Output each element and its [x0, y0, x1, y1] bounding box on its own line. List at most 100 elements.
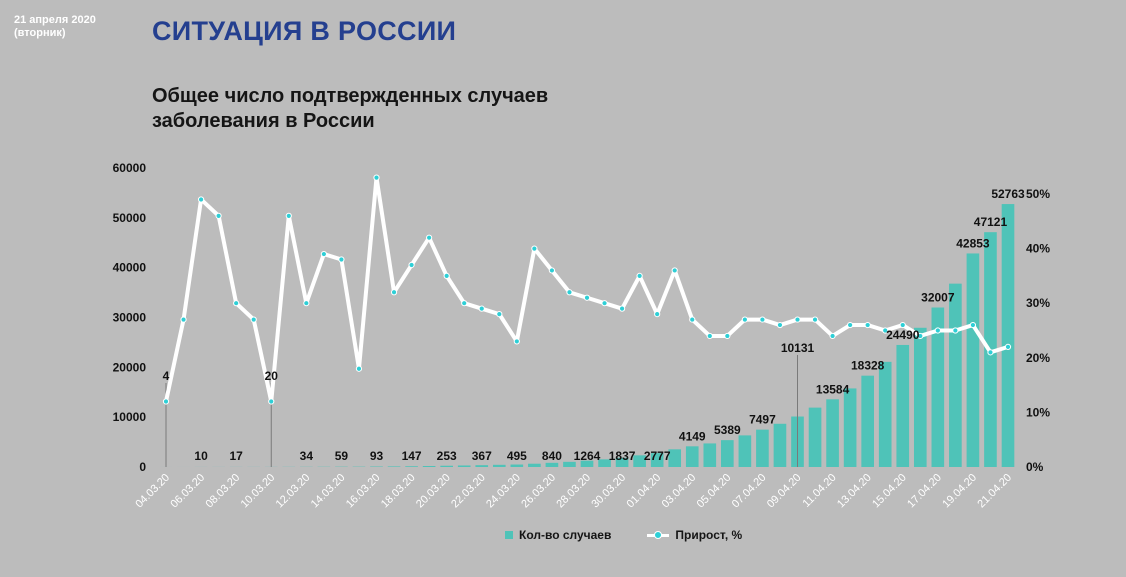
y-right-tick: 50% — [1026, 187, 1050, 201]
y-left-tick: 0 — [139, 460, 146, 474]
x-tick-label: 22.03.20 — [449, 472, 488, 511]
bar-16.04.20 — [913, 327, 927, 467]
data-label: 42853 — [956, 236, 990, 250]
bar-15.04.20 — [896, 344, 910, 467]
data-label: 10131 — [781, 341, 815, 355]
growth-point-01.04.20 — [654, 311, 661, 318]
x-tick-label: 28.03.20 — [554, 472, 593, 511]
x-tick-label: 08.03.20 — [204, 472, 243, 511]
x-tick-label: 21.04.20 — [975, 472, 1014, 511]
growth-point-10.03.20 — [268, 398, 275, 405]
growth-point-22.03.20 — [478, 305, 485, 312]
data-label: 495 — [507, 449, 527, 463]
x-tick-label: 01.04.20 — [625, 472, 664, 511]
data-label: 24490 — [886, 328, 920, 342]
growth-point-30.03.20 — [618, 305, 626, 312]
growth-point-29.03.20 — [601, 300, 608, 307]
growth-point-12.04.20 — [847, 321, 854, 329]
bar-05.04.20 — [721, 440, 734, 467]
growth-point-06.03.20 — [197, 196, 205, 203]
bar-01.04.20 — [650, 453, 664, 467]
growth-point-23.03.20 — [496, 311, 503, 318]
small-value-labels-layer: 10 17 34 59 93 147 253 367 495 840 1264 1837 2777 — [165, 355, 798, 467]
bar-22.03.20 — [475, 465, 489, 467]
bar-23.03.20 — [492, 464, 506, 467]
data-label: 10 — [194, 449, 208, 463]
bar-06.04.20 — [738, 435, 752, 467]
growth-point-04.04.20 — [706, 332, 713, 340]
y-left-tick: 30000 — [113, 311, 147, 325]
bar-21.03.20 — [457, 465, 471, 467]
growth-point-04.03.20 — [162, 398, 170, 405]
y-right-tick: 10% — [1026, 405, 1050, 419]
growth-point-26.03.20 — [548, 267, 556, 274]
bar-13.04.20 — [861, 375, 874, 467]
bar-25.03.20 — [528, 463, 541, 467]
growth-point-17.04.20 — [934, 327, 941, 334]
growth-point-10.04.20 — [811, 316, 819, 323]
legend-item-cases: Кол-во случаев — [505, 528, 611, 542]
y-right-tick: 40% — [1026, 242, 1050, 256]
data-label: 34 — [300, 449, 314, 463]
growth-point-20.04.20 — [987, 349, 994, 356]
growth-point-27.03.20 — [566, 289, 573, 296]
y-left-tick: 20000 — [113, 360, 147, 374]
growth-point-18.04.20 — [952, 327, 959, 334]
growth-point-05.04.20 — [724, 332, 731, 340]
page-title: СИТУАЦИЯ В РОССИИ — [152, 16, 457, 46]
growth-point-20.03.20 — [443, 272, 450, 279]
bar-07.04.20 — [756, 429, 769, 467]
bar-11.04.20 — [826, 399, 839, 467]
chart-title: Общее число подтвержденных случаев забол… — [152, 85, 549, 132]
bar-31.03.20 — [633, 455, 646, 467]
growth-point-07.03.20 — [215, 212, 222, 219]
growth-point-25.03.20 — [531, 245, 538, 252]
growth-point-15.03.20 — [355, 365, 363, 372]
growth-point-12.03.20 — [303, 300, 310, 307]
y-left-tick: 10000 — [113, 410, 147, 424]
growth-point-13.04.20 — [864, 321, 871, 329]
data-label: 367 — [472, 449, 492, 463]
growth-point-05.03.20 — [180, 316, 187, 323]
x-tick-label: 15.04.20 — [870, 472, 909, 511]
bar-02.04.20 — [668, 449, 682, 467]
bar-21.04.20 — [1001, 204, 1015, 467]
data-label: 20 — [265, 369, 279, 383]
x-tick-label: 10.03.20 — [239, 472, 278, 511]
bar-20.03.20 — [440, 465, 453, 467]
y-left-tick: 60000 — [113, 161, 147, 175]
growth-point-21.03.20 — [461, 300, 468, 307]
growth-point-03.04.20 — [689, 316, 696, 323]
x-tick-label: 07.04.20 — [730, 472, 769, 511]
growth-point-07.04.20 — [759, 316, 766, 323]
bar-24.03.20 — [510, 464, 524, 467]
growth-point-31.03.20 — [636, 272, 643, 279]
x-tick-label: 17.04.20 — [905, 472, 944, 511]
data-label: 5389 — [714, 423, 741, 437]
bars-layer — [159, 204, 1015, 467]
legend-item-growth: Прирост, % — [647, 528, 742, 542]
data-label: 59 — [335, 449, 349, 463]
legend-cases-label: Кол-во случаев — [519, 528, 612, 542]
y-right-tick: 20% — [1026, 351, 1050, 365]
growth-point-16.03.20 — [373, 174, 380, 181]
growth-point-24.03.20 — [513, 338, 520, 345]
growth-point-15.04.20 — [899, 321, 906, 329]
data-label: 32007 — [921, 290, 955, 304]
x-tick-label: 19.04.20 — [940, 472, 979, 511]
bar-03.04.20 — [685, 446, 699, 467]
x-tick-label: 26.03.20 — [519, 472, 558, 511]
data-label: 52763 — [991, 187, 1025, 201]
bar-17.04.20 — [931, 307, 945, 467]
data-label: 147 — [402, 449, 422, 463]
x-tick-label: 03.04.20 — [660, 472, 699, 511]
data-label: 7497 — [749, 413, 776, 427]
bar-19.03.20 — [422, 466, 436, 467]
growth-point-09.04.20 — [794, 316, 801, 323]
data-label: 17 — [229, 449, 243, 463]
growth-point-09.03.20 — [250, 316, 257, 323]
data-label: 4 — [163, 369, 170, 383]
growth-point-13.03.20 — [320, 250, 327, 258]
bar-14.04.20 — [878, 361, 892, 467]
